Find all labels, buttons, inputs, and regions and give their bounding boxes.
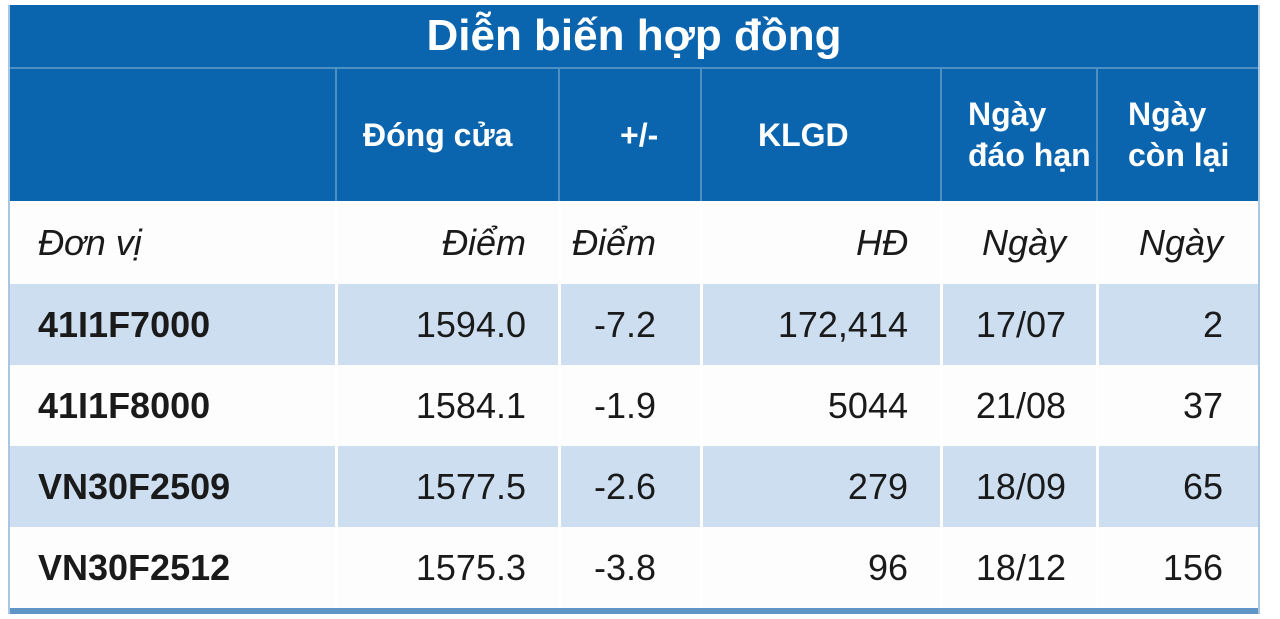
close-value: 1584.1 (335, 365, 558, 446)
contract-name: 41I1F7000 (38, 303, 211, 345)
futures-contracts-table: Diễn biến hợp đồng Đóng cửa +/- KLGD Ngà… (8, 5, 1260, 614)
table-title: Diễn biến hợp đồng (426, 11, 842, 60)
close-value: 1577.5 (335, 446, 558, 527)
unit-cell-days-left: Ngày (1096, 201, 1258, 284)
header-cell-close: Đóng cửa (335, 69, 558, 201)
expiry-date-value: 18/12 (940, 527, 1096, 608)
contract-name: VN30F2509 (38, 465, 231, 507)
unit-cell-contract: Đơn vị (38, 221, 142, 263)
contract-name: VN30F2512 (38, 546, 231, 588)
change-value: -2.6 (558, 446, 700, 527)
contract-name: 41I1F8000 (38, 384, 211, 426)
unit-cell-close: Điểm (335, 201, 558, 284)
table-header-row: Đóng cửa +/- KLGD Ngày đáo hạn Ngày còn … (10, 67, 1258, 201)
volume-value: 5044 (700, 365, 940, 446)
header-cell-days-left: Ngày còn lại (1096, 69, 1258, 201)
expiry-date-value: 18/09 (940, 446, 1096, 527)
volume-value: 96 (700, 527, 940, 608)
close-value: 1594.0 (335, 284, 558, 365)
header-cell-expiry-date: Ngày đáo hạn (940, 69, 1096, 201)
change-value: -3.8 (558, 527, 700, 608)
unit-cell-expiry-date: Ngày (940, 201, 1096, 284)
header-cell-contract (10, 69, 335, 201)
table-row: 41I1F7000 1594.0 -7.2 172,414 17/07 2 (10, 284, 1258, 365)
days-left-value: 65 (1096, 446, 1258, 527)
header-cell-volume: KLGD (700, 69, 940, 201)
days-left-value: 156 (1096, 527, 1258, 608)
days-left-value: 2 (1096, 284, 1258, 365)
table-row: VN30F2509 1577.5 -2.6 279 18/09 65 (10, 446, 1258, 527)
change-value: -7.2 (558, 284, 700, 365)
table-row: VN30F2512 1575.3 -3.8 96 18/12 156 (10, 527, 1258, 608)
change-value: -1.9 (558, 365, 700, 446)
expiry-date-value: 17/07 (940, 284, 1096, 365)
header-cell-change: +/- (558, 69, 700, 201)
table-row: 41I1F8000 1584.1 -1.9 5044 21/08 37 (10, 365, 1258, 446)
days-left-value: 37 (1096, 365, 1258, 446)
close-value: 1575.3 (335, 527, 558, 608)
volume-value: 172,414 (700, 284, 940, 365)
table-bottom-border (10, 608, 1258, 614)
expiry-date-value: 21/08 (940, 365, 1096, 446)
unit-cell-change: Điểm (558, 201, 700, 284)
unit-cell-volume: HĐ (700, 201, 940, 284)
volume-value: 279 (700, 446, 940, 527)
table-units-row: Đơn vị Điểm Điểm HĐ Ngày Ngày (10, 201, 1258, 284)
table-title-banner: Diễn biến hợp đồng (10, 5, 1258, 67)
